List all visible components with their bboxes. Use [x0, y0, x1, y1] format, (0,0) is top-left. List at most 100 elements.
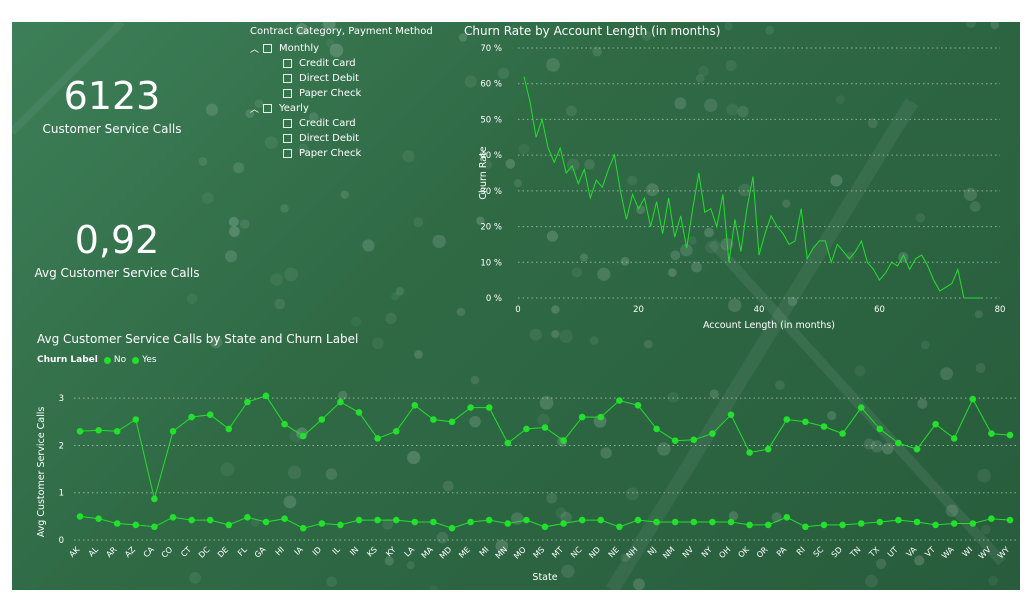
background-dot — [351, 316, 361, 327]
series-yes-point — [913, 445, 921, 453]
y-axis-label: Churn Rate — [478, 146, 489, 199]
background-dot — [643, 339, 653, 349]
series-no-point — [802, 523, 809, 531]
checkbox-icon[interactable] — [263, 44, 272, 53]
x-tick-label: AL — [87, 545, 101, 559]
background-dot — [728, 511, 739, 521]
background-dot — [402, 150, 415, 163]
background-dot — [458, 33, 468, 42]
slicer-item-yearly-direct-debit[interactable]: Direct Debit — [250, 131, 433, 146]
series-no-point — [820, 521, 828, 529]
x-tick-label: KS — [365, 545, 379, 559]
background-dot — [210, 336, 223, 349]
checkbox-icon[interactable] — [283, 119, 292, 128]
churn-rate-line — [523, 76, 982, 299]
background-dot — [546, 58, 560, 72]
x-tick-label: 20 — [633, 305, 644, 315]
series-yes-point — [206, 411, 214, 418]
checkbox-icon[interactable] — [283, 134, 292, 143]
series-yes-point — [355, 409, 363, 416]
background-dot — [395, 287, 405, 296]
x-tick-label: IL — [331, 545, 343, 557]
y-tick-label: 10 % — [480, 258, 502, 268]
chevron-up-icon[interactable]: ︿ — [250, 45, 260, 55]
background-dot — [625, 487, 639, 501]
background-dot — [845, 251, 855, 261]
slicer-item-yearly-paper-check[interactable]: Paper Check — [250, 146, 433, 161]
y-tick-label: 40 % — [480, 151, 502, 161]
series-no-point — [392, 516, 400, 524]
slicer-item-label: Credit Card — [299, 118, 356, 129]
background-dot — [205, 103, 219, 116]
legend-yes-marker-icon — [132, 356, 140, 364]
chevron-up-icon[interactable]: ︿ — [250, 105, 260, 115]
background-dot — [391, 292, 400, 301]
background-dot — [680, 243, 693, 257]
checkbox-icon[interactable] — [283, 74, 292, 83]
series-yes-point — [783, 416, 791, 423]
background-dot — [551, 305, 560, 314]
background-dot — [597, 267, 611, 281]
background-dot — [704, 227, 714, 238]
background-dot — [298, 143, 309, 155]
x-tick-label: MI — [478, 545, 491, 558]
slicer-item-monthly-direct-debit[interactable]: Direct Debit — [250, 71, 433, 86]
slicer-item-label: Paper Check — [299, 88, 362, 99]
series-no-point — [467, 518, 474, 526]
background-dot — [464, 75, 477, 88]
checkbox-icon[interactable] — [263, 104, 272, 113]
series-no-point — [950, 520, 958, 527]
background-dot — [688, 236, 697, 245]
x-tick-label: DC — [197, 545, 212, 560]
slicer-group-yearly[interactable]: ︿ Yearly — [250, 101, 433, 116]
background-dot — [228, 216, 239, 227]
series-yes-point — [392, 428, 400, 435]
kpi-customer-service-calls-label: Customer Service Calls — [42, 122, 182, 136]
slicer-item-yearly-credit-card[interactable]: Credit Card — [250, 116, 433, 131]
y-tick-label: 20 % — [480, 223, 502, 233]
slicer-title: Contract Category, Payment Method — [250, 26, 433, 37]
series-no-point — [727, 518, 735, 526]
series-yes-point — [541, 424, 549, 431]
series-yes-point — [839, 430, 846, 437]
series-no-point — [504, 520, 512, 527]
background-dot — [969, 201, 981, 212]
legend-yes-label[interactable]: Yes — [142, 355, 157, 365]
series-yes-point — [113, 428, 121, 435]
y-tick-label: 0 — [59, 536, 64, 546]
series-no-point — [895, 516, 902, 524]
background-dot — [442, 480, 454, 492]
slicer-item-label: Direct Debit — [299, 133, 360, 144]
state-chart-legend: Churn Label No Yes — [37, 355, 157, 365]
series-no-point — [244, 514, 251, 521]
background-dot — [429, 585, 438, 590]
series-yes-point — [764, 445, 772, 453]
slicer-item-monthly-paper-check[interactable]: Paper Check — [250, 86, 433, 101]
background-dot — [287, 465, 302, 480]
x-tick-label: VA — [905, 545, 919, 559]
contract-payment-slicer: Contract Category, Payment Method ︿ Mont… — [250, 26, 433, 161]
slicer-item-monthly-credit-card[interactable]: Credit Card — [250, 56, 433, 71]
slicer-group-label: Monthly — [279, 43, 320, 54]
background-dot — [220, 462, 235, 477]
background-dot — [295, 23, 308, 36]
background-dot — [981, 524, 991, 535]
series-yes-point — [76, 428, 84, 435]
checkbox-icon[interactable] — [283, 59, 292, 68]
background-dot — [270, 273, 284, 286]
x-tick-label: PA — [775, 545, 789, 559]
y-tick-label: 1 — [59, 489, 64, 499]
series-no-point — [969, 520, 977, 527]
x-tick-label: WA — [940, 545, 956, 561]
legend-no-label[interactable]: No — [113, 355, 127, 365]
background-dot — [580, 253, 588, 262]
series-yes-point — [337, 398, 344, 406]
series-yes-point — [932, 420, 939, 428]
checkbox-icon[interactable] — [283, 149, 292, 158]
background-dot — [782, 199, 791, 208]
background-dot — [854, 365, 866, 377]
series-no-point — [876, 518, 884, 526]
series-yes-point — [411, 402, 419, 409]
checkbox-icon[interactable] — [283, 89, 292, 98]
slicer-group-monthly[interactable]: ︿ Monthly — [250, 41, 433, 56]
